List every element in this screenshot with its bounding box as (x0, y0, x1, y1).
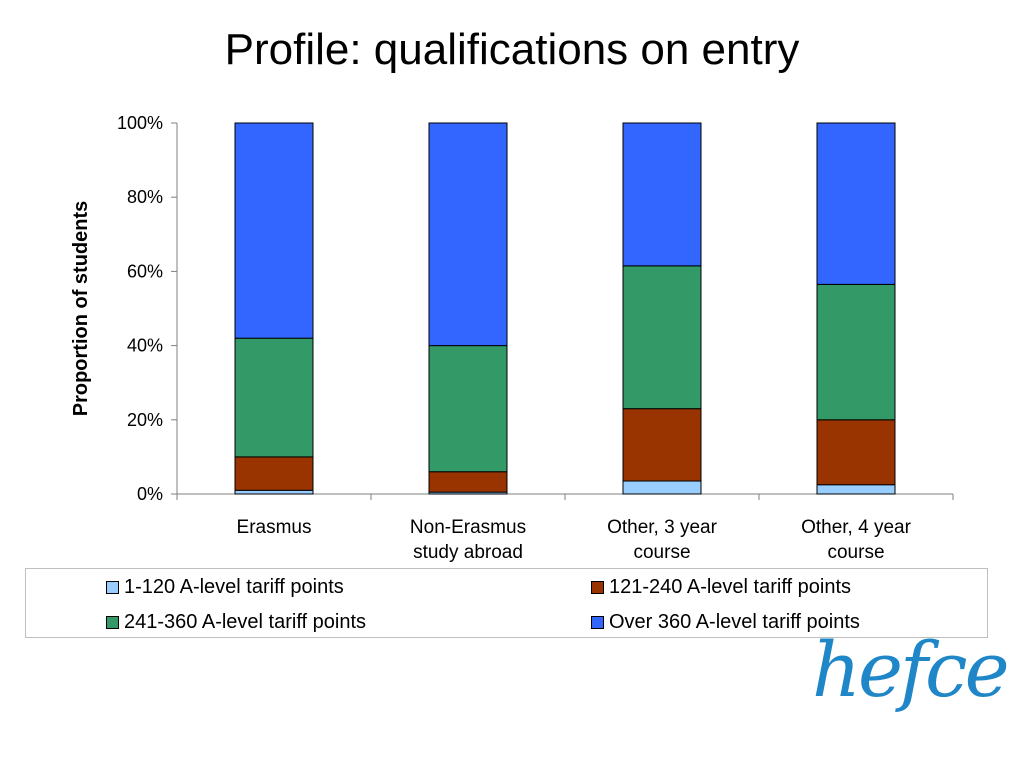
y-axis-title: Proportion of students (70, 201, 92, 417)
x-category-label: Erasmus (237, 517, 312, 538)
y-tick-labels: 0% 20% 40% 60% 80% 100% (117, 113, 163, 504)
x-category-label: Other, 3 year course (607, 517, 718, 563)
legend-label: 241-360 A-level tariff points (124, 610, 367, 633)
y-tick-label: 100% (117, 113, 163, 133)
y-tick-label: 40% (127, 336, 163, 356)
y-tick-label: 20% (127, 410, 163, 430)
x-category-labels: Erasmus Non-Erasmus study abroad Other, 3 y… (237, 517, 912, 563)
legend-swatch (106, 615, 119, 629)
bar-segment (816, 122, 896, 285)
bar-segment (428, 471, 508, 493)
bar-segment (816, 283, 896, 421)
bar-segment (622, 480, 702, 495)
y-axis-label: Proportion of students (70, 201, 92, 417)
bar-segment (234, 122, 314, 339)
stacked-bar-chart: Proportion of students 0% 20% 40% 60% 80% 100… (70, 113, 954, 563)
legend-swatch (591, 580, 604, 594)
legend-swatch (591, 615, 604, 629)
y-tick-label: 80% (127, 187, 163, 207)
bar-segment (234, 489, 314, 495)
bar-segment (622, 408, 702, 482)
chart-bars (234, 122, 896, 495)
bar-segment (234, 456, 314, 491)
slide-title: Profile: qualifications on entry (224, 25, 800, 74)
x-category-label: Other, 4 year course (801, 517, 912, 563)
legend-item: 1-120 A-level tariff points (106, 574, 344, 600)
legend-label: 1-120 A-level tariff points (124, 575, 344, 598)
bar-segment (622, 265, 702, 410)
y-tick-label: 60% (127, 261, 163, 281)
bar-segment (428, 122, 508, 347)
bar-segment (622, 122, 702, 267)
bar-segment (816, 419, 896, 486)
legend-item: 121-240 A-level tariff points (591, 574, 851, 600)
legend-label: Over 360 A-level tariff points (609, 610, 860, 633)
legend-swatch (106, 580, 119, 594)
chart-legend: 1-120 A-level tariff points 121-240 A-lev… (25, 568, 988, 638)
bar-segment (234, 337, 314, 458)
legend-label: 121-240 A-level tariff points (609, 575, 852, 598)
bar-segment (816, 484, 896, 495)
legend-item: Over 360 A-level tariff points (591, 609, 860, 635)
x-category-label: Non-Erasmus study abroad (410, 517, 526, 563)
hefce-logo: hefce (812, 625, 1010, 714)
y-tick-label: 0% (137, 484, 163, 504)
bar-segment (428, 345, 508, 473)
legend-item: 241-360 A-level tariff points (106, 609, 366, 635)
